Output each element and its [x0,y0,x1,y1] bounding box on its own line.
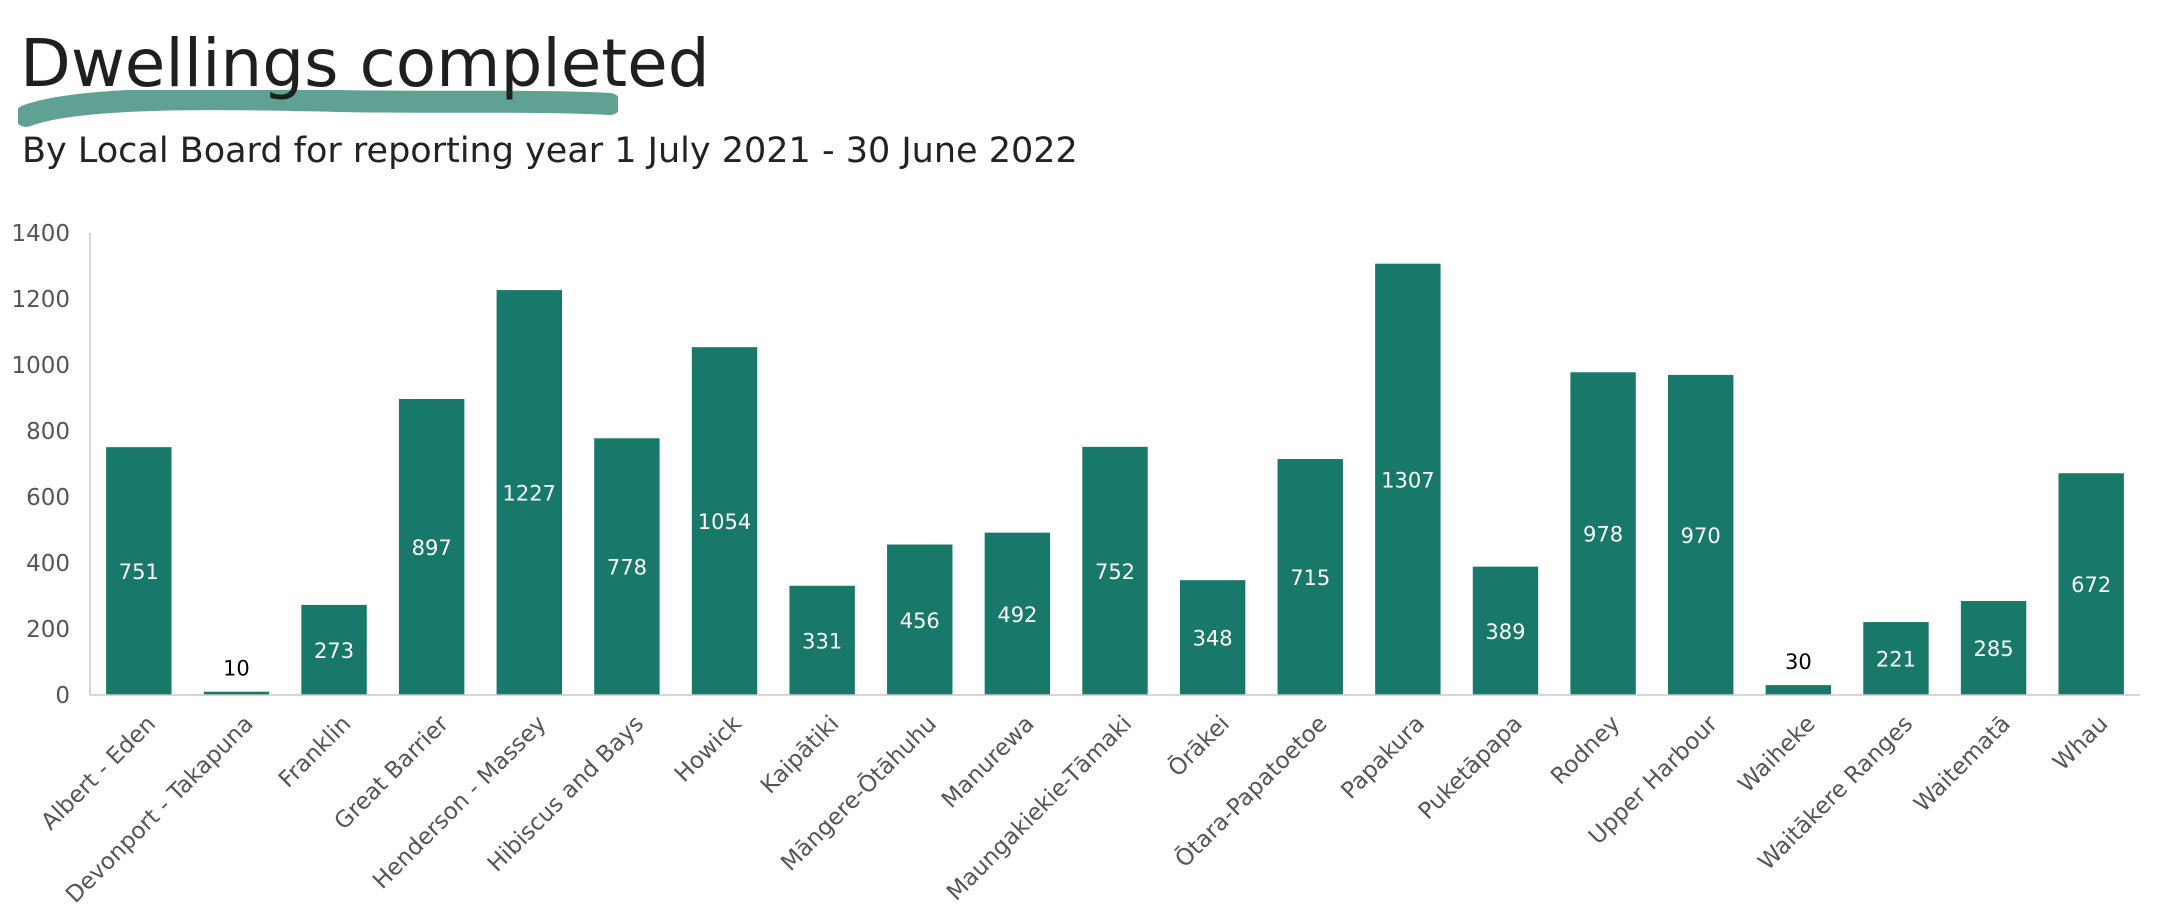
x-category-label: Rodney [1546,711,1625,790]
title-underline [18,90,618,127]
data-label: 285 [1974,637,2014,661]
x-category-label: Maungakiekie-Tāmaki [942,711,1137,905]
data-labels: 751 10 273 897 1227 778 1054 331 456 492 752 348 715… [119,468,2111,680]
title-underline-stroke [18,90,618,127]
x-category-label: Waiheke [1734,711,1821,798]
x-category-label: Puketāpapa [1414,711,1528,825]
bar [789,585,855,695]
bar [1570,372,1636,695]
data-label: 1227 [503,482,556,506]
data-label: 348 [1193,627,1233,651]
y-tick-label: 1000 [11,353,70,379]
data-label: 672 [2071,573,2111,597]
bar [1179,580,1246,695]
data-label: 30 [1785,650,1812,674]
y-tick-label: 800 [26,419,70,445]
bar [2058,473,2124,695]
data-label: 1054 [698,510,751,534]
data-label: 970 [1681,524,1721,548]
bar [1277,459,1343,695]
bar [203,691,270,695]
x-category-label: Kaipātiki [756,711,844,799]
y-tick-label: 400 [26,551,70,577]
data-label: 897 [412,536,452,560]
x-category-label: Ōrākei [1163,710,1235,782]
data-label: 778 [607,556,647,580]
data-label: 752 [1095,560,1135,584]
data-label: 331 [802,629,842,653]
bar [398,398,465,695]
y-axis: 0 200 400 600 800 1000 1200 1400 [11,221,91,709]
bar [887,544,953,695]
y-tick-label: 600 [26,485,70,511]
bar [1765,685,1832,695]
data-label: 273 [314,639,354,663]
data-label: 751 [119,560,159,584]
y-tick-label: 1400 [11,221,70,247]
data-label: 456 [900,609,940,633]
data-label: 389 [1485,620,1525,644]
bar [691,347,758,695]
x-category-label: Franklin [274,711,356,793]
x-category-label: Manurewa [937,711,1040,814]
bar [1082,446,1148,695]
y-tick-label: 200 [26,617,70,643]
x-category-label: Howick [670,710,747,787]
bar [106,447,172,695]
data-label: 492 [997,603,1037,627]
bar [1863,622,1929,695]
data-label: 978 [1583,523,1623,547]
x-category-label: Henderson - Massey [368,711,551,894]
chart-title: Dwellings completed [20,25,710,102]
bar [1668,374,1734,695]
x-category-label: Papakura [1336,711,1430,805]
chart-subtitle: By Local Board for reporting year 1 July… [22,131,1078,171]
x-category-label: Devonport - Takapuna [61,711,259,905]
bar [984,532,1051,695]
bar [496,290,562,695]
data-label: 221 [1876,648,1916,672]
bar [1375,263,1441,695]
y-tick-label: 0 [55,683,70,709]
bar [594,438,660,695]
x-category-label: Whau [2048,711,2113,776]
data-label: 1307 [1381,468,1434,492]
data-label: 10 [223,657,250,681]
bar [1472,566,1539,695]
bar [301,604,367,695]
bar [1960,600,2027,695]
bars [106,263,2124,695]
x-category-label: Waitematā [1909,711,2015,817]
data-label: 715 [1290,566,1330,590]
y-tick-label: 1200 [11,287,70,313]
